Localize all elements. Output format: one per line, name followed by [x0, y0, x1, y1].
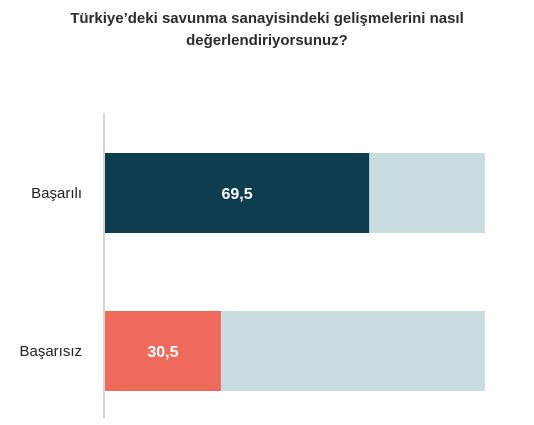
chart-title: Türkiye’deki savunma sanayisindeki geliş… — [0, 8, 534, 52]
data-label-1: 30,5 — [147, 344, 178, 361]
data-label-0: 69,5 — [221, 186, 252, 203]
bar-0 — [105, 153, 370, 233]
chart-title-line-2: değerlendiriyorsunuz? — [186, 32, 348, 49]
chart-title-line-1: Türkiye’deki savunma sanayisindeki geliş… — [70, 10, 464, 27]
bar-1 — [105, 311, 221, 391]
category-label-0: Başarılı — [31, 185, 82, 202]
category-label-1: Başarısız — [19, 343, 82, 360]
